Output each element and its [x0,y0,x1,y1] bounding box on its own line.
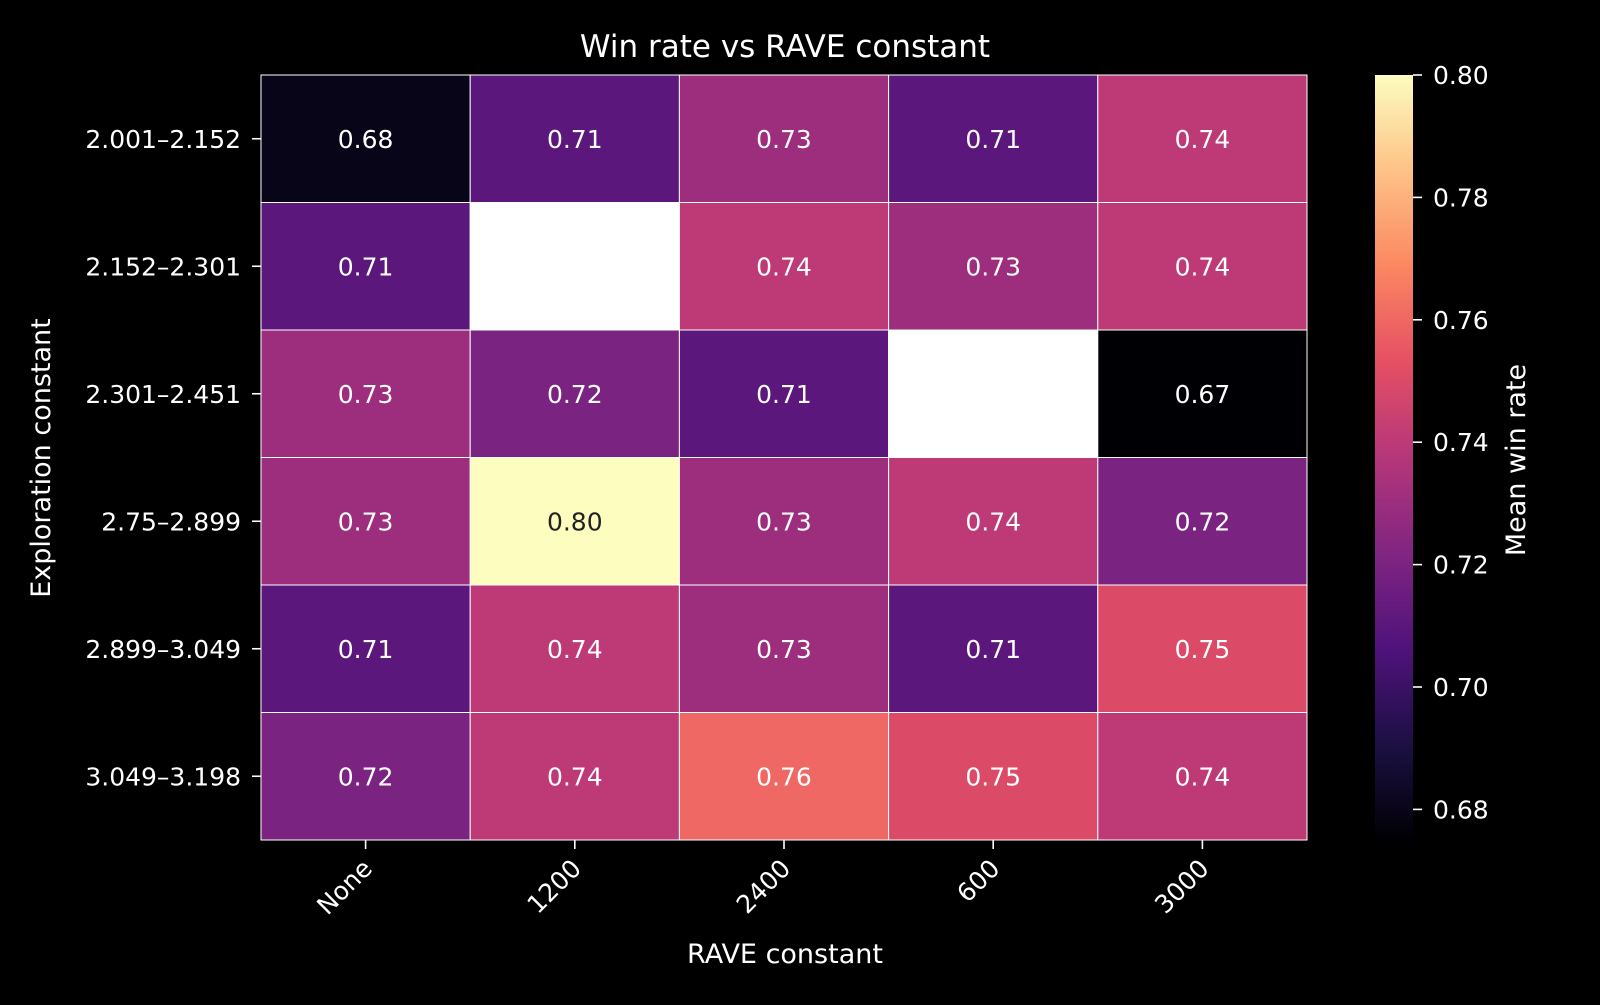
x-tick-label: 600 [951,854,1005,908]
heatmap-cell [469,457,680,586]
heatmap-cell [1097,457,1308,586]
y-tick-label: 3.049–3.198 [85,762,241,791]
cell-value-label: 0.80 [547,507,603,536]
cell-value-label: 0.71 [756,380,812,409]
colorbar-tick-label: 0.78 [1433,183,1489,212]
cell-value-label: 0.71 [338,252,394,281]
cell-value-label: 0.74 [1175,762,1231,791]
heatmap-cell [260,584,471,713]
heatmap-cell [469,202,680,331]
heatmap-cell [678,74,890,203]
heatmap-cell [1097,712,1308,841]
heatmap-cell [888,457,1099,586]
heatmap-cell [678,329,890,458]
cell-value-label: 0.71 [547,125,603,154]
heatmap-cell [260,457,471,586]
colorbar-tick-label: 0.68 [1433,795,1489,824]
cell-value-label: 0.74 [965,507,1021,536]
heatmap-cell [469,584,680,713]
x-tick-label: None [311,854,378,921]
heatmap-cell [678,712,890,841]
heatmap-cell [888,202,1099,331]
colorbar-tick-label: 0.76 [1433,306,1489,335]
heatmap-cells: 0.68 0.71 0.73 0.71 0.74 0.71 0.74 0.73 0.74 0.73… [260,74,1308,841]
cell-value-label: 0.76 [756,762,812,791]
x-axis-ticks: None 1200 2400 600 3000 [311,840,1215,921]
cell-value-label: 0.75 [1175,635,1231,664]
heatmap-cell [1097,74,1308,203]
cell-value-label: 0.71 [965,635,1021,664]
y-axis-ticks: 2.001–2.152 2.152–2.301 2.301–2.451 2.75–2.… [85,125,261,791]
x-tick-label: 1200 [522,854,587,919]
chart-title: Win rate vs RAVE constant [580,29,990,65]
heatmap-cell [888,584,1099,713]
cell-value-label: 0.73 [756,635,812,664]
heatmap-cell [469,712,680,841]
cell-value-label: 0.74 [1175,125,1231,154]
cell-value-label: 0.73 [965,252,1021,281]
y-tick-label: 2.75–2.899 [101,507,241,536]
colorbar-tick-label: 0.70 [1433,673,1489,702]
cell-value-label: 0.74 [1175,252,1231,281]
heatmap-cell [888,74,1099,203]
heatmap-cell [469,74,680,203]
heatmap-cell [888,329,1099,458]
cell-value-label: 0.72 [1175,507,1231,536]
heatmap-cell [888,712,1099,841]
x-axis-label: RAVE constant [687,939,883,970]
cell-value-label: 0.71 [338,635,394,664]
cell-value-label: 0.72 [547,380,603,409]
heatmap-cell [260,329,471,458]
heatmap-cell [678,202,890,331]
cell-value-label: 0.74 [547,762,603,791]
cell-value-label: 0.73 [756,125,812,154]
colorbar-gradient [1375,75,1413,840]
heatmap-cell [260,74,471,203]
cell-value-label: 0.73 [756,507,812,536]
y-axis-label: Exploration constant [26,318,57,598]
y-tick-label: 2.301–2.451 [85,380,241,409]
y-tick-label: 2.001–2.152 [85,125,241,154]
heatmap-cell [260,202,471,331]
colorbar-tick-label: 0.72 [1433,551,1489,580]
cell-value-label: 0.75 [965,762,1021,791]
cell-value-label: 0.67 [1175,380,1231,409]
x-tick-label: 2400 [731,854,796,919]
colorbar-tick-label: 0.74 [1433,428,1489,457]
cell-value-label: 0.73 [338,507,394,536]
heatmap-cell [678,584,890,713]
colorbar-label: Mean win rate [1501,364,1532,556]
cell-value-label: 0.73 [338,380,394,409]
heatmap-cell [1097,329,1308,458]
x-tick-label: 3000 [1149,854,1214,919]
colorbar-tick-label: 0.80 [1433,61,1489,90]
y-tick-label: 2.152–2.301 [85,252,241,281]
heatmap-cell [678,457,890,586]
y-tick-label: 2.899–3.049 [85,635,241,664]
cell-value-label: 0.68 [338,125,394,154]
cell-value-label: 0.74 [547,635,603,664]
heatmap-cell [1097,584,1308,713]
colorbar: 0.68 0.70 0.72 0.74 0.76 0.78 0.80 [1375,61,1489,840]
cell-value-label: 0.72 [338,762,394,791]
cell-value-label: 0.71 [965,125,1021,154]
cell-value-label: 0.74 [756,252,812,281]
